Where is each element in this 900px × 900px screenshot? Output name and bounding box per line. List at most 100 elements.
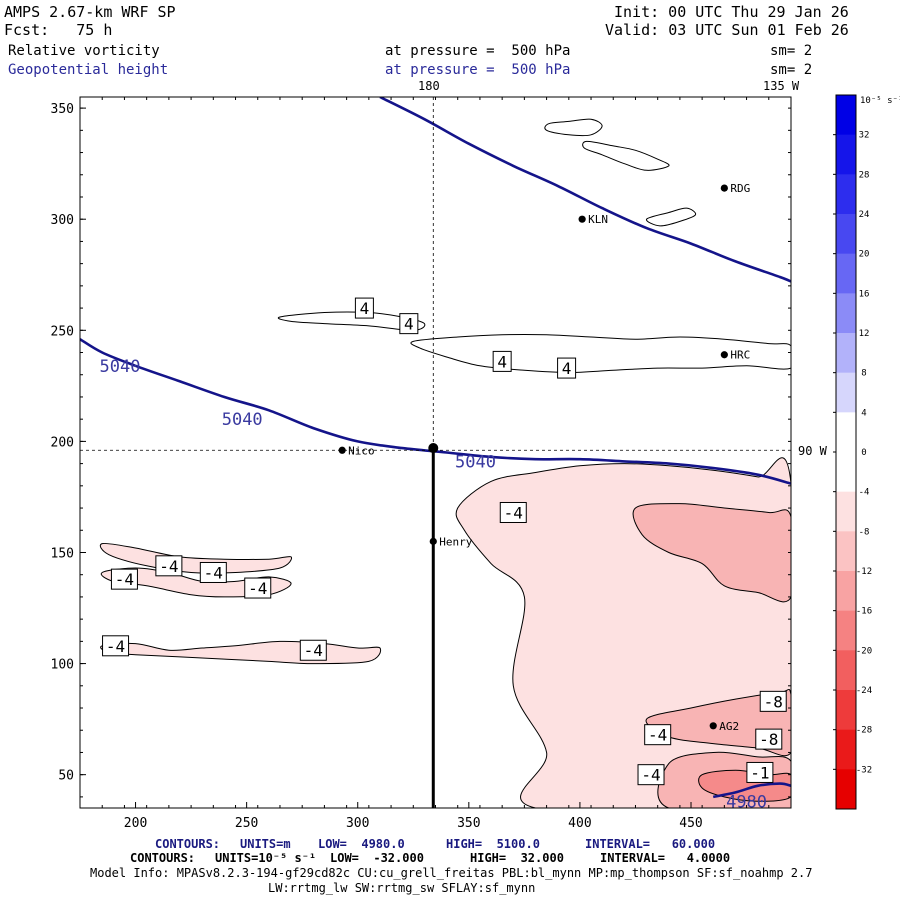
vort-label-box-5 bbox=[110, 568, 138, 590]
colorbar-tick-label-3: 20 bbox=[859, 250, 870, 260]
station-label-ag2: AG2 bbox=[719, 720, 739, 733]
vort-label-box-13 bbox=[759, 690, 787, 712]
vort-label-14: -8 bbox=[759, 730, 778, 749]
negative-vorticity-fills bbox=[99, 457, 791, 808]
pos-vort-contour-0 bbox=[277, 311, 426, 331]
footer-vort-prefix: CONTOURS: bbox=[130, 851, 196, 865]
x-axis: 200 250 300 350 400 450 bbox=[79, 97, 792, 831]
x-tick-label-250: 250 bbox=[235, 816, 258, 831]
colorbar-segment-13 bbox=[836, 610, 856, 651]
colorbar-segment-7 bbox=[836, 372, 856, 413]
pos-vort-contour-4 bbox=[646, 207, 697, 227]
station-dot-hrc bbox=[720, 351, 728, 359]
y-tick-label-350: 350 bbox=[51, 102, 74, 117]
colorbar-tick-label-1: 28 bbox=[859, 170, 870, 180]
vort-label-1: 4 bbox=[404, 315, 414, 334]
colorbar-tick-label-2: 24 bbox=[859, 210, 870, 220]
colorbar-tick-label-14: -24 bbox=[856, 686, 872, 696]
height-labels: 5040 5040 5040 4980 bbox=[100, 357, 768, 812]
station-label-henry: Henry bbox=[439, 535, 472, 548]
vort-label-0: 4 bbox=[360, 299, 370, 318]
footer-height-units: UNITS=m bbox=[240, 837, 291, 851]
vort-label-2: 4 bbox=[497, 352, 507, 371]
footer-vort-interval: INTERVAL= 4.0000 bbox=[600, 851, 731, 865]
x-tick-label-200: 200 bbox=[124, 816, 147, 831]
y-tick-label-50: 50 bbox=[58, 769, 74, 784]
vort-label-box-14 bbox=[755, 728, 783, 750]
init-time: Init: 00 UTC Thu 29 Jan 26 bbox=[614, 3, 849, 21]
vort-label-box-2 bbox=[492, 350, 512, 372]
pos-vort-contour-1 bbox=[410, 333, 791, 374]
vort-label-box-0 bbox=[354, 297, 374, 319]
field1-pressure: at pressure = 500 hPa bbox=[385, 43, 571, 59]
station-label-rdg: RDG bbox=[730, 182, 750, 195]
valid-time: Valid: 03 UTC Sun 01 Feb 26 bbox=[605, 21, 849, 39]
forecast-hour: Fcst: 75 h bbox=[4, 21, 113, 39]
vort-label-7: -4 bbox=[204, 563, 223, 582]
y-tick-label-100: 100 bbox=[51, 658, 74, 673]
vorticity-labels: 4 4 4 4 -4 -4 -4 -4 -4 -4 -4 -4 -4 -8 -8 -1 bbox=[102, 297, 787, 786]
colorbar-tick-label-9: -4 bbox=[859, 488, 870, 498]
model-info: Model Info: MPASv8.2.3-194-gf29cd82c CU:… bbox=[90, 866, 813, 880]
y-tick-label-150: 150 bbox=[51, 546, 74, 561]
colorbar-tick-label-12: -16 bbox=[856, 607, 872, 617]
vort-label-12: -4 bbox=[641, 766, 660, 785]
vort-label-box-8 bbox=[244, 577, 272, 599]
colorbar-tick-label-5: 12 bbox=[859, 329, 870, 339]
footer-vort-units: UNITS=10⁻⁵ s⁻¹ bbox=[215, 851, 317, 865]
cross-section-marker bbox=[428, 443, 439, 454]
footer-height-interval: INTERVAL= 60.000 bbox=[585, 837, 716, 851]
height-contour-0 bbox=[80, 338, 791, 485]
vort-label-box-6 bbox=[155, 555, 183, 577]
colorbar-tick-label-0: 32 bbox=[859, 131, 870, 141]
footer-vort-high: HIGH= 32.000 bbox=[470, 851, 564, 865]
neg-vort-region-5 bbox=[645, 688, 791, 757]
colorbar-segment-8 bbox=[836, 412, 856, 453]
colorbar-segment-9 bbox=[836, 452, 856, 493]
vort-label-box-9 bbox=[102, 635, 130, 657]
model-info-2: LW:rrtmg_lw SW:rrtmg_sw SFLAY:sf_mynn bbox=[268, 881, 536, 895]
field2-pressure: at pressure = 500 hPa bbox=[385, 62, 571, 78]
x-tick-label-450: 450 bbox=[679, 816, 702, 831]
colorbar-segment-16 bbox=[836, 729, 856, 770]
y-tick-label-300: 300 bbox=[51, 213, 74, 228]
colorbar-segment-10 bbox=[836, 491, 856, 532]
colorbar-tick-label-10: -8 bbox=[859, 527, 870, 537]
vort-label-box-1 bbox=[399, 313, 419, 335]
station-dot-rdg bbox=[720, 184, 728, 192]
vort-label-box-11 bbox=[644, 724, 672, 746]
field1-smoothing: sm= 2 bbox=[770, 43, 813, 59]
station-dot-henry bbox=[429, 537, 437, 545]
field2-name: Geopotential height bbox=[8, 62, 169, 78]
footer-vort-low: LOW= -32.000 bbox=[330, 851, 424, 865]
colorbar-tick-label-7: 4 bbox=[861, 408, 866, 418]
station-dot-nico bbox=[338, 446, 346, 454]
positive-vorticity-contours bbox=[277, 118, 791, 374]
footer-height-high: HIGH= 5100.0 bbox=[446, 837, 540, 851]
lat-90w-label: 90 W bbox=[798, 444, 827, 458]
colorbar-unit-label: 10⁻⁵ s⁻¹ bbox=[860, 96, 900, 106]
vort-label-3: 4 bbox=[562, 359, 572, 378]
vort-label-box-7 bbox=[199, 561, 227, 583]
footer-height-low: LOW= 4980.0 bbox=[318, 837, 405, 851]
colorbar-segment-0 bbox=[836, 95, 856, 136]
vort-label-box-10 bbox=[299, 639, 327, 661]
vort-label-15: -1 bbox=[750, 763, 769, 782]
neg-vort-region-4 bbox=[632, 503, 791, 603]
height-contour-1 bbox=[379, 97, 791, 283]
y-tick-label-250: 250 bbox=[51, 324, 74, 339]
neg-vort-region-3 bbox=[100, 640, 382, 665]
vort-label-9: -4 bbox=[106, 637, 125, 656]
colorbar-segment-14 bbox=[836, 650, 856, 691]
colorbar: 32 28 24 20 16 12 8 4 0 -4 -8 -12 -16 -20 -24 -28 -32 10⁻… bbox=[833, 94, 900, 810]
height-label-1: 5040 bbox=[222, 410, 263, 430]
colorbar-segment-1 bbox=[836, 134, 856, 175]
colorbar-segment-11 bbox=[836, 531, 856, 572]
colorbar-tick-label-4: 16 bbox=[859, 289, 870, 299]
colorbar-segment-15 bbox=[836, 690, 856, 731]
colorbar-segment-4 bbox=[836, 253, 856, 294]
reference-lines bbox=[80, 97, 791, 808]
colorbar-tick-label-15: -28 bbox=[856, 726, 872, 736]
vort-label-11: -4 bbox=[648, 726, 667, 745]
